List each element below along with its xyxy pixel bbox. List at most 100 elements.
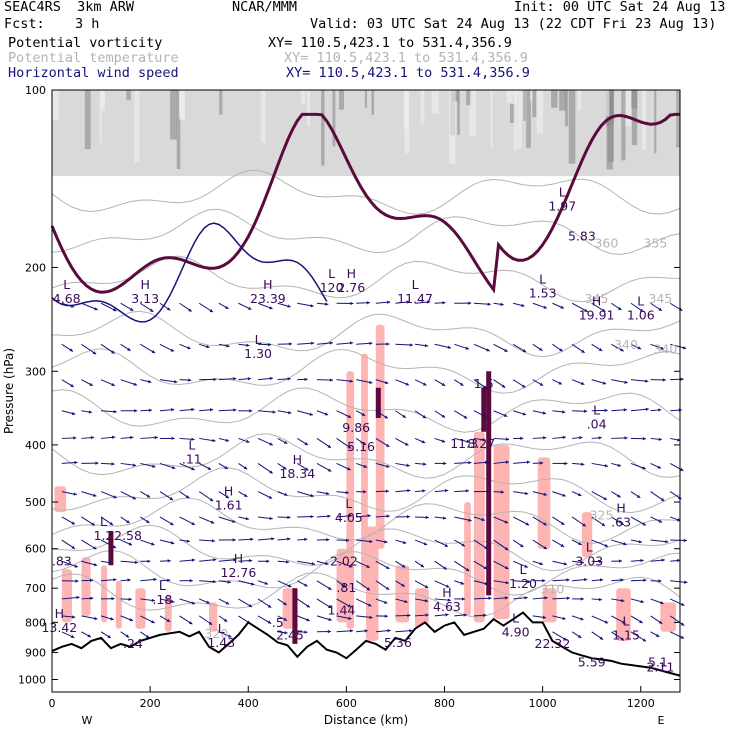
wind-vector-head xyxy=(542,615,547,620)
y-tick-label: 500 xyxy=(25,496,46,509)
pv-shade-region xyxy=(464,502,471,616)
theta-contour-label: 360 xyxy=(594,236,618,251)
wind-vector-head xyxy=(226,344,230,348)
stratosphere-streak xyxy=(642,90,647,150)
wind-vector-head xyxy=(383,600,388,604)
wind-vector-head xyxy=(504,348,508,352)
wind-vector-head xyxy=(306,618,310,622)
wind-vector-head xyxy=(660,497,665,502)
wind-vector-head xyxy=(620,348,624,352)
wind-vector-head xyxy=(482,438,486,442)
stratosphere-streak xyxy=(219,90,223,115)
wind-vector-head xyxy=(74,564,78,568)
organization-label: NCAR/MMM xyxy=(232,0,298,15)
x-tick-label: 1200 xyxy=(627,697,655,710)
wind-vector-head xyxy=(442,516,447,520)
wind-vector-head xyxy=(542,411,547,415)
extrema-marker: L xyxy=(412,277,419,292)
wind-vector-head xyxy=(225,601,230,605)
pv-contour-layer xyxy=(50,112,680,644)
wind-vector-head xyxy=(247,306,252,310)
wind-vector-head xyxy=(505,437,510,441)
wind-vector-head xyxy=(447,598,451,602)
wind-vector-head xyxy=(348,564,353,568)
wind-vector-head xyxy=(342,583,346,588)
extrema-value: .83 xyxy=(52,553,72,568)
wind-vector-head xyxy=(447,345,452,349)
wind-vector-head xyxy=(406,300,410,304)
wind-vector-head xyxy=(640,599,644,604)
wind-vector-head xyxy=(189,579,193,583)
extrema-value: 1.2 xyxy=(94,528,114,543)
pv-shade-region xyxy=(54,486,67,513)
wind-vector-head xyxy=(328,617,332,622)
wind-vector-head xyxy=(424,599,429,603)
wind-vector-head xyxy=(310,514,314,519)
stratosphere-streak xyxy=(126,90,131,101)
wind-vector-head xyxy=(643,578,647,582)
wind-vector-head xyxy=(269,306,273,310)
wind-vector-head xyxy=(624,436,628,440)
extrema-value: .63 xyxy=(611,514,631,529)
wind-vector-head xyxy=(90,596,94,600)
extrema-value: 1.43 xyxy=(207,635,235,650)
extrema-value: 4.90 xyxy=(502,624,530,639)
extrema-value: 4.05 xyxy=(335,510,363,525)
pv-shade-region xyxy=(346,371,355,629)
stratosphere-streak xyxy=(526,90,531,148)
y-tick-label: 400 xyxy=(25,439,46,452)
wind-vector-head xyxy=(617,494,621,498)
wind-vector-head xyxy=(524,564,528,568)
stratosphere-streak xyxy=(134,90,140,163)
wind-vector-head xyxy=(151,350,156,354)
stratosphere-streak xyxy=(332,90,336,147)
wind-vector-head xyxy=(70,634,75,638)
extrema-value: 2.76 xyxy=(337,280,365,295)
pv-shade-region xyxy=(537,457,551,549)
wind-vector-head xyxy=(364,629,368,633)
extrema-value: 1.20 xyxy=(509,576,537,591)
wind-vector-head xyxy=(460,382,464,386)
wind-vector-head xyxy=(423,462,427,466)
wind-vector-head xyxy=(91,522,95,526)
wind-vector-head xyxy=(170,522,174,526)
stratosphere-streak xyxy=(676,90,681,148)
wind-vector-head xyxy=(304,583,308,587)
wind-vector-head xyxy=(70,304,75,308)
wind-vector-head xyxy=(665,539,669,544)
wind-vector-head xyxy=(232,538,236,542)
wind-vector-head xyxy=(422,489,426,493)
wind-vector-head xyxy=(638,539,643,544)
stratosphere-streak xyxy=(260,90,266,143)
wind-vector-head xyxy=(642,437,646,441)
wind-vector-head xyxy=(243,493,248,497)
wind-vector-head xyxy=(224,465,228,469)
extrema-marker: L xyxy=(345,496,352,511)
wind-vector-head xyxy=(251,582,255,586)
wind-vector-head xyxy=(171,408,175,412)
wind-vector-head xyxy=(186,539,190,543)
wind-vector-head xyxy=(540,461,544,465)
wind-vector-head xyxy=(90,435,95,440)
wind-vector-head xyxy=(444,543,449,547)
theta-contour xyxy=(51,255,681,303)
wind-vector-head xyxy=(185,495,190,499)
stratosphere-streak xyxy=(606,90,613,170)
stratosphere-streak xyxy=(176,90,181,169)
wind-vector-head xyxy=(247,377,251,381)
theta-contour-label: 310 xyxy=(541,582,565,597)
model-title: SEAC4RS 3km ARW xyxy=(4,0,135,15)
wind-vector-head xyxy=(92,351,97,355)
wind-vector-head xyxy=(677,558,681,563)
y-tick-label: 800 xyxy=(25,616,46,629)
wind-vector-head xyxy=(526,460,531,464)
wind-vector-head xyxy=(233,408,237,412)
wind-vector-head xyxy=(620,578,624,582)
stratosphere-streak xyxy=(84,90,91,150)
wind-vector-head xyxy=(658,620,663,624)
wind-vector-head xyxy=(366,564,370,568)
stratosphere-streak xyxy=(466,90,471,106)
wind-vector-head xyxy=(233,377,237,381)
wind-vector-head xyxy=(424,343,429,348)
